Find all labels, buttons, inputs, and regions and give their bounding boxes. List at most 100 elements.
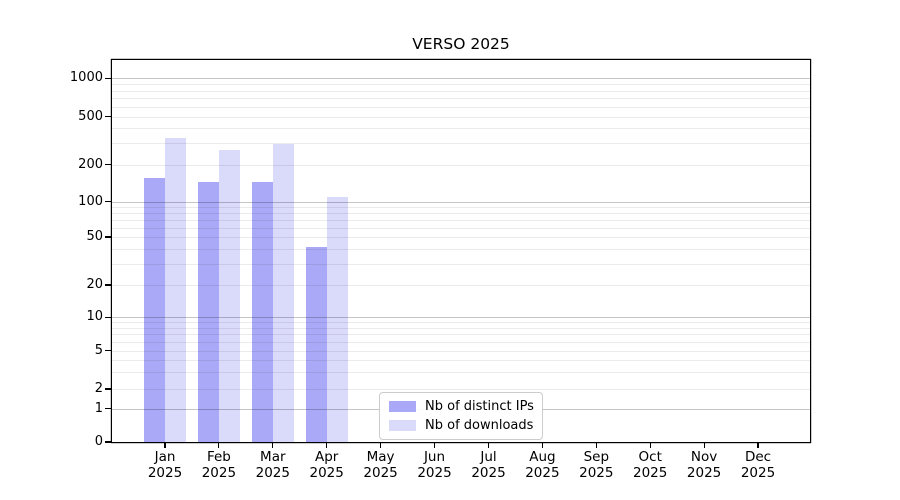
x-tick-mark [595,443,597,448]
x-tick-year: 2025 [579,465,614,481]
bar-downloads [326,197,348,442]
gridline-minor [112,285,810,286]
gridline-minor [112,327,810,329]
legend: Nb of distinct IPs Nb of downloads [379,392,543,440]
x-tick-label: Jan 2025 [133,449,197,481]
legend-item-downloads: Nb of downloads [389,418,533,433]
x-tick-mark [272,443,274,448]
x-tick-year: 2025 [255,465,290,481]
y-tick-label: 200 [78,156,103,172]
x-tick-month: Dec [744,449,772,465]
legend-swatch-icon [389,420,416,431]
x-tick-year: 2025 [740,465,776,481]
bar-distinct-ips [197,181,219,442]
y-tick-mark [105,388,111,390]
x-tick-year: 2025 [417,465,452,481]
x-tick-month: Oct [638,449,662,465]
gridline-minor [112,90,810,92]
gridline-minor [112,360,810,361]
x-tick-year: 2025 [525,465,560,481]
x-tick-month: Jul [480,449,497,465]
gridline-minor [112,206,810,208]
legend-label: Nb of downloads [425,418,534,433]
gridline-major [112,317,810,319]
y-tick-mark [105,316,111,318]
x-tick-label: Aug 2025 [510,449,574,481]
gridline-minor [112,227,810,229]
y-tick-mark [105,77,111,79]
gridline-minor [112,237,810,238]
y-tick-label: 100 [78,193,103,209]
gridline-minor [112,263,810,265]
y-tick-label: 20 [86,277,103,292]
x-tick-label: Oct 2025 [618,449,682,481]
bar-distinct-ips [144,178,165,442]
y-tick-mark [105,200,111,203]
legend-swatch-icon [389,401,416,412]
gridline-minor [112,350,810,352]
y-tick-label: 50 [86,229,103,244]
gridline-minor [112,389,810,390]
y-tick-mark [105,350,111,352]
y-tick-mark [105,163,111,166]
x-tick-month: Aug [529,449,556,465]
x-tick-month: Mar [260,449,286,465]
legend-item-distinct-ips: Nb of distinct IPs [389,399,534,414]
x-tick-year: 2025 [147,465,183,481]
x-tick-mark [433,443,436,448]
gridline-minor [112,248,810,250]
bar-downloads [272,144,294,442]
x-tick-mark [541,443,543,448]
x-tick-label: Jul 2025 [457,449,521,481]
x-tick-mark [757,443,759,448]
x-tick-mark [326,443,328,448]
bar-downloads [165,137,186,442]
x-tick-label: Feb 2025 [187,449,251,481]
y-tick-label: 0 [94,434,103,449]
x-tick-year: 2025 [633,465,668,481]
y-tick-mark [105,236,111,238]
x-tick-label: Nov 2025 [672,449,736,481]
bar-distinct-ips [251,181,273,442]
y-tick-label: 10 [86,309,103,325]
y-tick-label: 500 [78,108,103,124]
gridline-minor [112,128,810,130]
gridline-minor [112,143,810,145]
gridline-minor [112,98,810,99]
x-tick-year: 2025 [363,465,398,481]
gridline-minor [112,213,810,214]
x-tick-label: May 2025 [349,449,413,481]
x-tick-month: Feb [206,449,231,465]
chart-title: VERSO 2025 [412,35,510,53]
gridline-minor [112,322,810,324]
x-tick-label: Apr 2025 [295,449,359,481]
x-tick-label: Sep 2025 [564,449,628,481]
y-tick-label: 1000 [69,70,103,86]
x-tick-mark [218,443,220,448]
gridline-minor [112,372,810,374]
y-tick-label: 2 [94,381,103,396]
x-tick-month: Nov [690,449,718,465]
x-tick-mark [487,443,490,448]
x-tick-year: 2025 [471,465,506,481]
x-tick-month: Jun [423,449,446,465]
x-tick-mark [380,443,382,448]
gridline-minor [112,84,810,86]
x-tick-mark [649,443,651,448]
x-tick-month: Jan [154,449,176,465]
x-tick-month: Sep [583,449,610,465]
x-tick-year: 2025 [686,465,722,481]
gridline-minor [112,341,810,343]
x-tick-label: Jun 2025 [403,449,467,481]
gridline-minor [112,334,810,336]
bar-distinct-ips [305,247,327,442]
x-tick-label: Dec 2025 [726,449,790,481]
y-tick-mark [105,284,111,286]
gridline-minor [112,116,810,118]
x-tick-mark [164,443,166,448]
x-tick-label: Mar 2025 [241,449,305,481]
y-tick-label: 5 [94,342,103,358]
x-tick-month: May [366,449,395,465]
gridline-major [112,78,810,80]
